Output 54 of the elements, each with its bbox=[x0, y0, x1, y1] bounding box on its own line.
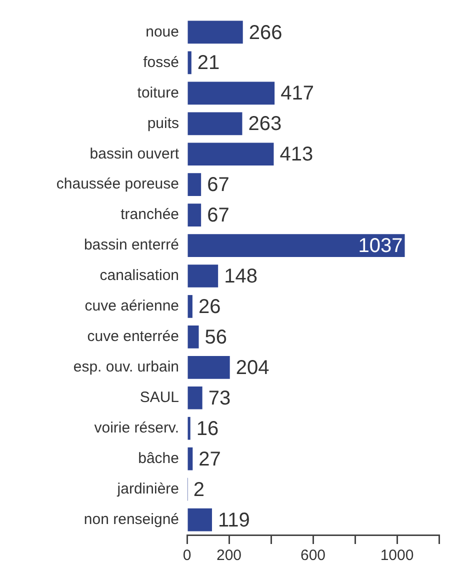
data-label: 417 bbox=[280, 82, 314, 105]
bar bbox=[188, 51, 192, 74]
bar bbox=[188, 20, 243, 44]
data-label: 67 bbox=[207, 174, 230, 196]
data-label: 266 bbox=[248, 22, 282, 44]
y-tick-label: cuve enterrée bbox=[87, 328, 179, 346]
bar bbox=[188, 112, 242, 136]
y-tick-label: toiture bbox=[137, 84, 179, 102]
data-label: 1037 bbox=[358, 235, 403, 258]
data-label: 2 bbox=[193, 478, 205, 501]
data-label: 56 bbox=[204, 326, 228, 348]
data-label: 263 bbox=[248, 113, 282, 136]
data-label: 73 bbox=[208, 387, 231, 410]
y-tick-label: bassin ouvert bbox=[90, 145, 180, 162]
bar bbox=[188, 173, 202, 196]
bar bbox=[188, 447, 193, 470]
data-label: 21 bbox=[197, 52, 220, 74]
y-tick-label: chaussée poreuse bbox=[56, 176, 179, 193]
bar bbox=[188, 295, 192, 318]
data-label: 204 bbox=[236, 356, 270, 379]
bar bbox=[188, 356, 230, 379]
y-tick-label: noue bbox=[146, 23, 179, 40]
data-label: 67 bbox=[207, 204, 230, 227]
data-label: 413 bbox=[280, 144, 314, 166]
bar bbox=[188, 204, 202, 226]
bar bbox=[188, 82, 275, 105]
bar bbox=[188, 142, 274, 166]
y-tick-label: fossé bbox=[143, 54, 179, 71]
bar bbox=[188, 416, 190, 440]
y-tick-label: SAUL bbox=[140, 389, 179, 406]
x-tick-label: 200 bbox=[216, 547, 242, 564]
y-tick-label: jardinière bbox=[116, 480, 179, 498]
x-tick-label: 1000 bbox=[380, 547, 414, 564]
bar bbox=[188, 508, 212, 532]
data-label: 16 bbox=[196, 418, 219, 440]
data-label: 119 bbox=[218, 509, 250, 532]
y-tick-label: voirie réserv. bbox=[94, 419, 179, 436]
data-label: 148 bbox=[224, 266, 258, 288]
data-label: 27 bbox=[198, 448, 221, 470]
bar bbox=[188, 234, 405, 257]
y-tick-label: cuve aérienne bbox=[84, 298, 179, 315]
y-tick-label: bassin enterré bbox=[84, 236, 179, 254]
bar bbox=[188, 264, 218, 288]
x-tick-label: 600 bbox=[300, 547, 326, 564]
y-tick-label: non renseigné bbox=[84, 510, 179, 528]
y-tick-label: bâche bbox=[138, 450, 179, 467]
data-label: 26 bbox=[198, 296, 221, 318]
y-tick-label: puits bbox=[147, 114, 179, 132]
y-tick-label: tranchée bbox=[120, 206, 179, 224]
bar bbox=[188, 326, 199, 348]
y-tick-label: canalisation bbox=[100, 267, 179, 284]
bar bbox=[188, 386, 202, 410]
y-tick-label: esp. ouv. urbain bbox=[73, 358, 179, 376]
x-tick-label: 0 bbox=[182, 547, 192, 564]
